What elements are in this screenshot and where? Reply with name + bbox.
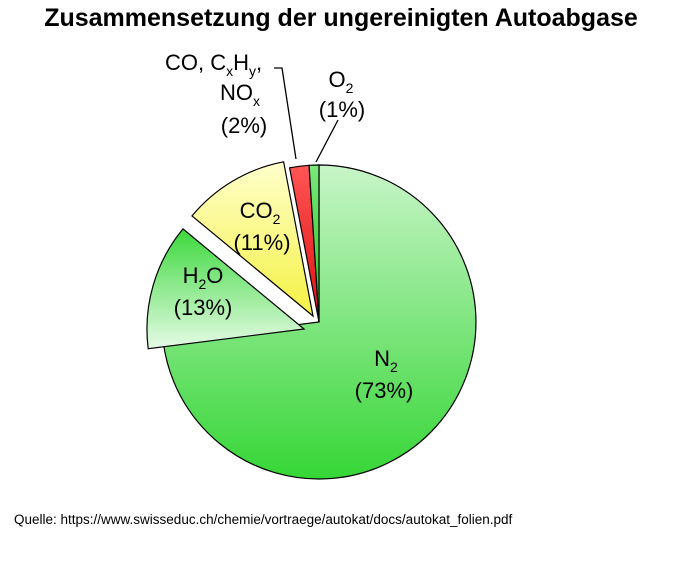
label-o2-main: O	[329, 67, 346, 92]
label-n2-sub: 2	[390, 359, 398, 375]
pie-slice-o2	[308, 164, 320, 323]
label-co2: CO2	[240, 198, 281, 227]
source-note: Quelle: https://www.swisseduc.ch/chemie/…	[14, 512, 513, 527]
label-co2-percent: (11%)	[233, 230, 290, 255]
label-co: CO, CxHy,	[165, 50, 262, 79]
label-o2-sub: 2	[346, 80, 354, 96]
label-h2o-percent: (13%)	[174, 295, 233, 320]
pie-slice-h2o	[146, 228, 306, 350]
label-n2: N2	[374, 346, 398, 375]
leader-line-co	[274, 67, 297, 160]
label-o2-percent: (1%)	[319, 97, 365, 122]
label-n2-percent: (73%)	[355, 378, 414, 403]
chart-title: Zusammensetzung der ungereinigten Autoab…	[44, 4, 638, 32]
pie-slice-co2	[191, 161, 314, 318]
label-co-percent: (2%)	[221, 113, 267, 138]
label-h2o: H2O	[183, 263, 224, 292]
label-n2-main: N	[374, 346, 390, 371]
leader-line-o2	[315, 119, 339, 163]
label-o2: O2	[329, 67, 354, 96]
label-co-line2: NOx	[220, 80, 260, 109]
